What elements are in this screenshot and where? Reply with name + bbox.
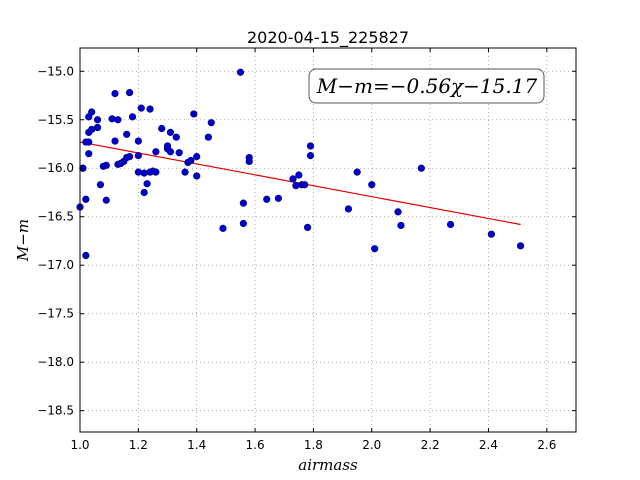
data-point [172,133,180,141]
data-point [245,153,253,162]
data-point [123,130,131,138]
data-point [93,116,102,124]
annotation-text: M−m=−0.56χ−15.17 [316,74,538,98]
data-point [204,133,212,141]
data-point [134,168,142,176]
x-axis-label: airmass [298,456,358,474]
data-point [292,182,300,190]
data-point [446,220,455,229]
equation-annotation: M−m=−0.56χ−15.17 [308,68,545,104]
data-point [152,168,160,176]
data-point [140,169,148,177]
y-axis-label: M−m [14,219,32,262]
y-tick-label: −16.0 [37,161,74,175]
chart-title: 2020-04-15_225827 [247,28,409,48]
data-point [295,171,303,179]
data-point [96,181,105,189]
data-point [394,208,402,216]
data-point [82,195,90,203]
data-point [274,194,283,202]
data-point [102,196,110,204]
x-tick-label: 1.4 [187,438,206,452]
data-point [193,172,201,180]
data-point [146,105,154,113]
y-tick-label: −18.5 [37,404,74,418]
data-point [301,181,309,189]
data-point [239,219,247,228]
data-point [344,205,353,213]
x-tick-label: 2.0 [362,438,381,452]
data-points-layer [76,68,525,260]
data-point [193,153,201,161]
data-point [219,224,227,232]
y-tick-label: −18.0 [37,355,74,369]
data-point [236,68,245,76]
data-point [175,149,183,157]
data-point [152,148,160,156]
x-tick-label: 1.2 [129,438,148,452]
data-point [143,180,151,188]
data-point [516,242,525,250]
data-point [126,153,134,161]
data-point [134,137,142,145]
data-point [85,150,93,158]
data-point [140,188,148,197]
data-point [126,89,134,97]
x-tick-label: 2.4 [479,438,498,452]
data-point [166,128,175,136]
data-point [158,124,166,133]
data-point [128,113,137,121]
data-point [371,245,379,253]
data-point [85,138,93,146]
data-point [303,223,312,231]
x-tick-label: 1.6 [246,438,265,452]
data-point [102,161,110,169]
data-point [108,115,116,123]
data-point [88,108,96,116]
data-point [417,164,425,172]
data-point [111,89,119,98]
x-tick-label: 2.2 [421,438,440,452]
y-tick-label: −16.5 [37,210,74,224]
annotation-box [308,68,545,104]
data-point [306,152,315,160]
y-tick-label: −17.5 [37,307,74,321]
data-point [263,195,271,203]
y-tick-labels: −15.0 −15.5 −16.0 −16.5 −17.0 −17.5 −18.0 −18.5 [37,64,74,417]
y-tick-label: −17.0 [37,258,74,272]
data-point [137,104,145,112]
data-point [82,251,90,260]
x-tick-label: 2.6 [537,438,556,452]
x-tick-labels: 1.0 1.2 1.4 1.6 1.8 2.0 2.2 2.4 2.6 [70,438,556,452]
data-point [306,142,315,150]
data-point [487,230,495,238]
data-point [397,221,405,230]
data-point [353,168,361,176]
data-point [190,110,198,118]
data-point [239,199,247,207]
data-point [111,137,119,145]
data-point [181,168,189,176]
y-tick-label: −15.0 [37,64,74,78]
data-point [289,175,297,183]
plot-frame [79,47,577,433]
axis-ticks [79,48,576,432]
data-point [93,123,102,132]
data-point [166,148,175,156]
x-tick-label: 1.8 [304,438,323,452]
data-point [187,156,195,165]
x-tick-label: 1.0 [70,438,89,452]
data-point [114,116,122,124]
data-point [368,181,376,189]
data-point [134,152,142,160]
y-tick-label: −15.5 [37,113,74,127]
data-point [163,142,172,150]
data-point [207,119,215,127]
